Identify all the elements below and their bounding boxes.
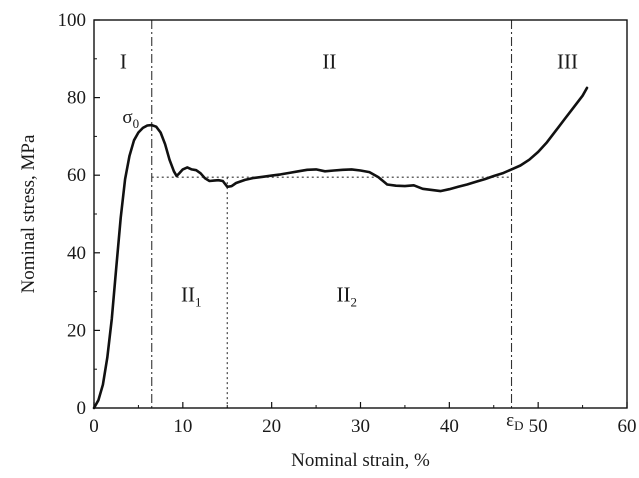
region-iii-label: III xyxy=(557,50,578,74)
region-i-label: I xyxy=(120,50,127,74)
epsilon-d-label: εD xyxy=(506,410,523,433)
y-axis-label: Nominal stress, MPa xyxy=(18,134,39,293)
stress-strain-curve xyxy=(92,86,589,410)
region-ii-label: II xyxy=(322,50,336,74)
region-ii2-label: II2 xyxy=(337,282,358,309)
x-axis-ticks: 0 10 20 30 40 50 60 xyxy=(89,402,637,437)
epsilon-sub: D xyxy=(514,418,523,433)
plot-frame xyxy=(93,19,628,409)
region-ii2-sub: 2 xyxy=(351,294,358,309)
y-tick-label: 80 xyxy=(67,88,86,109)
y-axis-ticks: 0 20 40 60 80 100 xyxy=(58,10,100,419)
region-ii1-sub: 1 xyxy=(195,294,202,309)
x-tick-label: 40 xyxy=(440,416,459,437)
x-tick-label: 30 xyxy=(351,416,370,437)
x-tick-label: 20 xyxy=(262,416,281,437)
sigma-sub: 0 xyxy=(133,116,140,131)
region-ii1-main: II xyxy=(181,282,195,306)
y-tick-label: 40 xyxy=(67,243,86,264)
sigma-main: σ xyxy=(122,107,132,128)
sigma-zero-label: σ0 xyxy=(122,107,139,131)
y-tick-label: 60 xyxy=(67,165,86,186)
epsilon-main: ε xyxy=(506,410,514,431)
y-tick-label: 20 xyxy=(67,320,86,341)
region-ii1-label: II1 xyxy=(181,282,202,309)
region-ii2-main: II xyxy=(337,282,351,306)
y-tick-label: 0 xyxy=(77,398,87,419)
y-tick-label: 100 xyxy=(58,10,87,31)
x-axis-label: Nominal strain, % xyxy=(291,450,430,471)
reference-lines xyxy=(151,20,513,408)
x-tick-label: 60 xyxy=(618,416,637,437)
x-tick-label: 10 xyxy=(173,416,192,437)
x-tick-label: 0 xyxy=(89,416,99,437)
x-tick-label: 50 xyxy=(529,416,548,437)
